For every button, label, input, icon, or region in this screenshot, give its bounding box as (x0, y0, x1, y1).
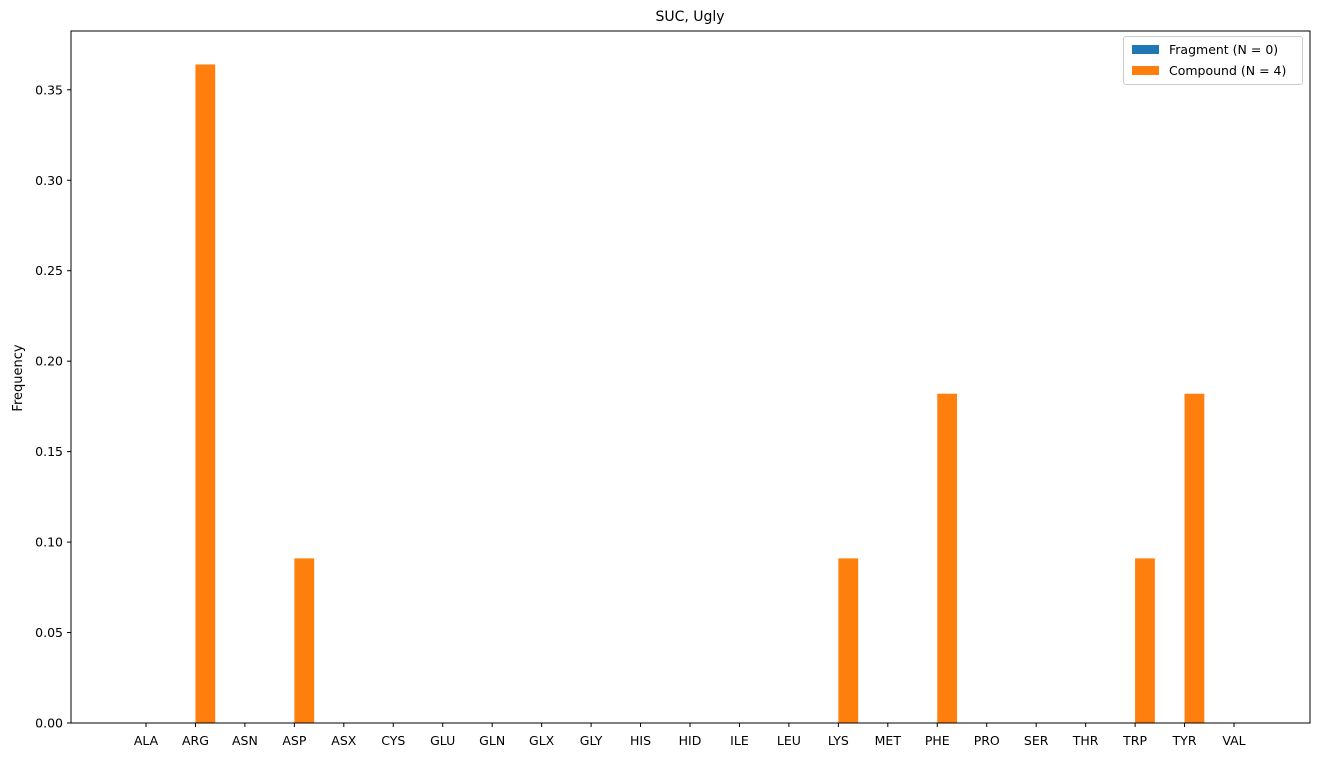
x-tick-label-arg: ARG (182, 733, 209, 748)
x-tick-label-met: MET (875, 733, 902, 748)
y-axis-label: Frequency (11, 344, 26, 411)
y-tick-label: 0.00 (35, 716, 63, 731)
x-tick-label-hid: HID (679, 733, 702, 748)
x-tick-label-leu: LEU (777, 733, 801, 748)
legend-swatch-compound (1132, 65, 1159, 75)
bar-compound-tyr (1184, 393, 1205, 723)
x-tick-label-ala: ALA (134, 733, 159, 748)
bar-compound-phe (937, 393, 958, 723)
y-tick-label: 0.25 (35, 263, 63, 278)
bar-compound-lys (838, 558, 859, 723)
chart-title: SUC, Ugly (655, 9, 724, 25)
y-tick-label: 0.20 (35, 354, 63, 369)
legend-item-fragment: Fragment (N = 0) (1132, 41, 1278, 57)
series-compound-bars (195, 64, 1205, 724)
bar-compound-asp (294, 558, 315, 723)
legend: Fragment (N = 0) Compound (N = 4) (1123, 36, 1303, 85)
x-tick-label-phe: PHE (925, 733, 950, 748)
x-tick-label-his: HIS (630, 733, 651, 748)
x-tick-label-asp: ASP (282, 733, 306, 748)
y-tick-label: 0.30 (35, 173, 63, 188)
x-tick-label-gln: GLN (479, 733, 505, 748)
y-tick-label: 0.35 (35, 82, 63, 97)
x-tick-label-glx: GLX (529, 733, 555, 748)
legend-item-compound: Compound (N = 4) (1132, 62, 1286, 78)
x-tick-label-asx: ASX (331, 733, 356, 748)
y-axis-ticks: 0.00 0.05 0.10 0.15 0.20 0.25 0.30 0.35 (35, 82, 71, 731)
y-tick-label: 0.05 (35, 625, 63, 640)
x-tick-label-ile: ILE (730, 733, 749, 748)
x-tick-label-cys: CYS (381, 733, 405, 748)
x-axis-ticks: ALA ARG ASN ASP ASX CYS GLU GLN GLX GLY HIS HID ILE L… (134, 723, 1246, 748)
bar-compound-trp (1135, 558, 1155, 723)
x-tick-label-glu: GLU (430, 733, 455, 748)
x-tick-label-pro: PRO (974, 733, 1000, 748)
x-tick-label-trp: TRP (1122, 733, 1147, 748)
x-tick-label-gly: GLY (580, 733, 603, 748)
y-tick-label: 0.15 (35, 444, 63, 459)
legend-swatch-fragment (1132, 44, 1159, 54)
x-tick-label-val: VAL (1222, 733, 1245, 748)
x-tick-label-asn: ASN (232, 733, 258, 748)
legend-label-fragment: Fragment (N = 0) (1169, 41, 1279, 57)
y-tick-label: 0.10 (35, 535, 63, 550)
x-tick-label-lys: LYS (828, 733, 849, 748)
plot-area-frame (70, 30, 1311, 724)
x-tick-label-thr: THR (1072, 733, 1099, 748)
x-tick-label-ser: SER (1024, 733, 1049, 748)
bar-compound-arg (195, 64, 216, 724)
x-tick-label-tyr: TYR (1172, 733, 1197, 748)
legend-label-compound: Compound (N = 4) (1169, 62, 1287, 78)
